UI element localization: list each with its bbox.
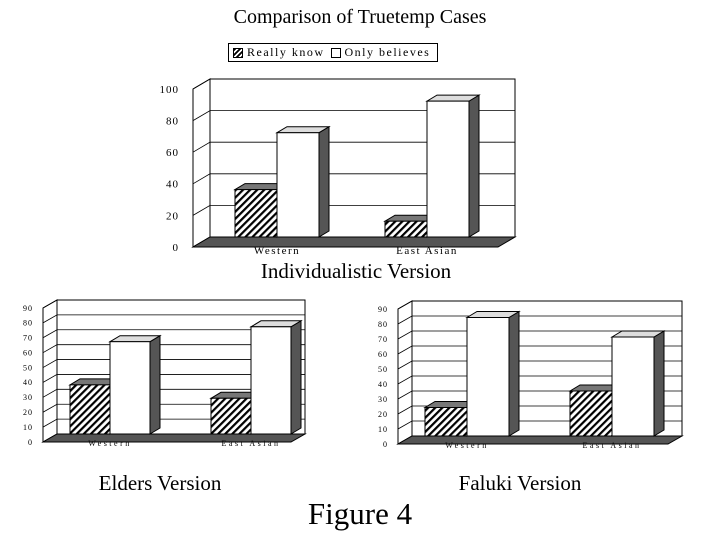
y-tick-label: 40 [378, 380, 388, 389]
legend-swatch-hatched [233, 47, 243, 58]
bar-really-know [424, 407, 468, 437]
gridline [42, 329, 305, 339]
bar-really-know [210, 397, 252, 435]
bar-top [465, 311, 521, 318]
y-tick-label: 20 [23, 408, 33, 417]
y-tick-label: 90 [378, 305, 388, 314]
bar-only-believes [109, 341, 151, 435]
gridline [42, 314, 305, 324]
legend-swatch-white [330, 47, 341, 58]
y-tick-label: 20 [166, 210, 179, 222]
x-category-label: East Asian [583, 441, 642, 450]
bar-only-believes [466, 317, 510, 437]
legend-item-only-believes: Only believes [330, 45, 431, 60]
plot-floor [191, 236, 517, 248]
gridline [192, 110, 515, 121]
legend-label-only-believes: Only believes [344, 45, 431, 59]
y-tick-label: 60 [378, 350, 388, 359]
gridline [192, 141, 515, 153]
bar-really-know [69, 384, 111, 435]
bar-really-know [569, 390, 613, 437]
y-tick-label: 10 [23, 423, 33, 432]
gridline [397, 315, 682, 325]
gridline [42, 388, 305, 398]
gridline [397, 375, 682, 385]
legend-item-really-know: Really know [233, 45, 325, 60]
y-tick-label: 60 [166, 147, 179, 159]
y-tick-label: 30 [23, 393, 33, 402]
gridline [42, 359, 305, 368]
gridline [397, 360, 682, 370]
x-category-label: East Asian [222, 439, 281, 448]
y-tick-label: 10 [378, 425, 388, 434]
bar-only-believes [250, 326, 292, 435]
y-tick-label: 50 [378, 365, 388, 374]
legend: Really know Only believes [228, 43, 438, 62]
y-tick-label: 60 [23, 348, 33, 357]
bar-top [610, 330, 666, 338]
bar-side [653, 330, 665, 437]
legend-label-really-know: Really know [247, 45, 325, 59]
bar-only-believes [426, 100, 470, 238]
y-tick-label: 80 [166, 115, 179, 127]
y-tick-label: 20 [378, 410, 388, 419]
gridline [397, 345, 682, 355]
caption-elders: Elders Version [98, 471, 222, 495]
gridline [397, 330, 682, 340]
y-tick-label: 80 [23, 319, 33, 328]
y-tick-label: 30 [378, 395, 388, 404]
bar-side [508, 310, 520, 437]
bar-only-believes [611, 336, 655, 437]
y-tick-label: 100 [160, 84, 180, 96]
gridline [42, 344, 305, 354]
bar-really-know [234, 189, 278, 238]
gridline [42, 299, 305, 309]
y-tick-label: 40 [166, 179, 179, 191]
plot-floor [41, 433, 307, 443]
y-tick-label: 80 [378, 320, 388, 329]
y-tick-label: 50 [23, 363, 33, 372]
y-tick-label: 70 [23, 334, 33, 343]
x-category-label: Western [445, 441, 489, 450]
caption-individualistic: Individualistic Version [260, 259, 452, 283]
plot-floor [396, 435, 684, 445]
x-category-label: Western [254, 245, 300, 257]
figure-label: Figure 4 [307, 496, 413, 531]
y-tick-label: 90 [23, 304, 33, 313]
x-category-label: Western [88, 439, 132, 448]
figure-title: Comparison of Truetemp Cases [233, 6, 487, 28]
y-tick-label: 70 [378, 335, 388, 344]
gridline [192, 204, 515, 216]
caption-faluki: Faluki Version [458, 471, 582, 495]
y-tick-label: 0 [383, 440, 388, 449]
y-tick-label: 40 [23, 378, 33, 387]
gridline [192, 78, 515, 90]
gridline [42, 374, 305, 383]
y-tick-label: 0 [173, 242, 180, 254]
gridline [397, 300, 682, 310]
gridline [192, 173, 515, 185]
x-category-label: East Asian [396, 245, 458, 257]
y-tick-label: 0 [28, 438, 33, 447]
bar-only-believes [276, 132, 320, 238]
